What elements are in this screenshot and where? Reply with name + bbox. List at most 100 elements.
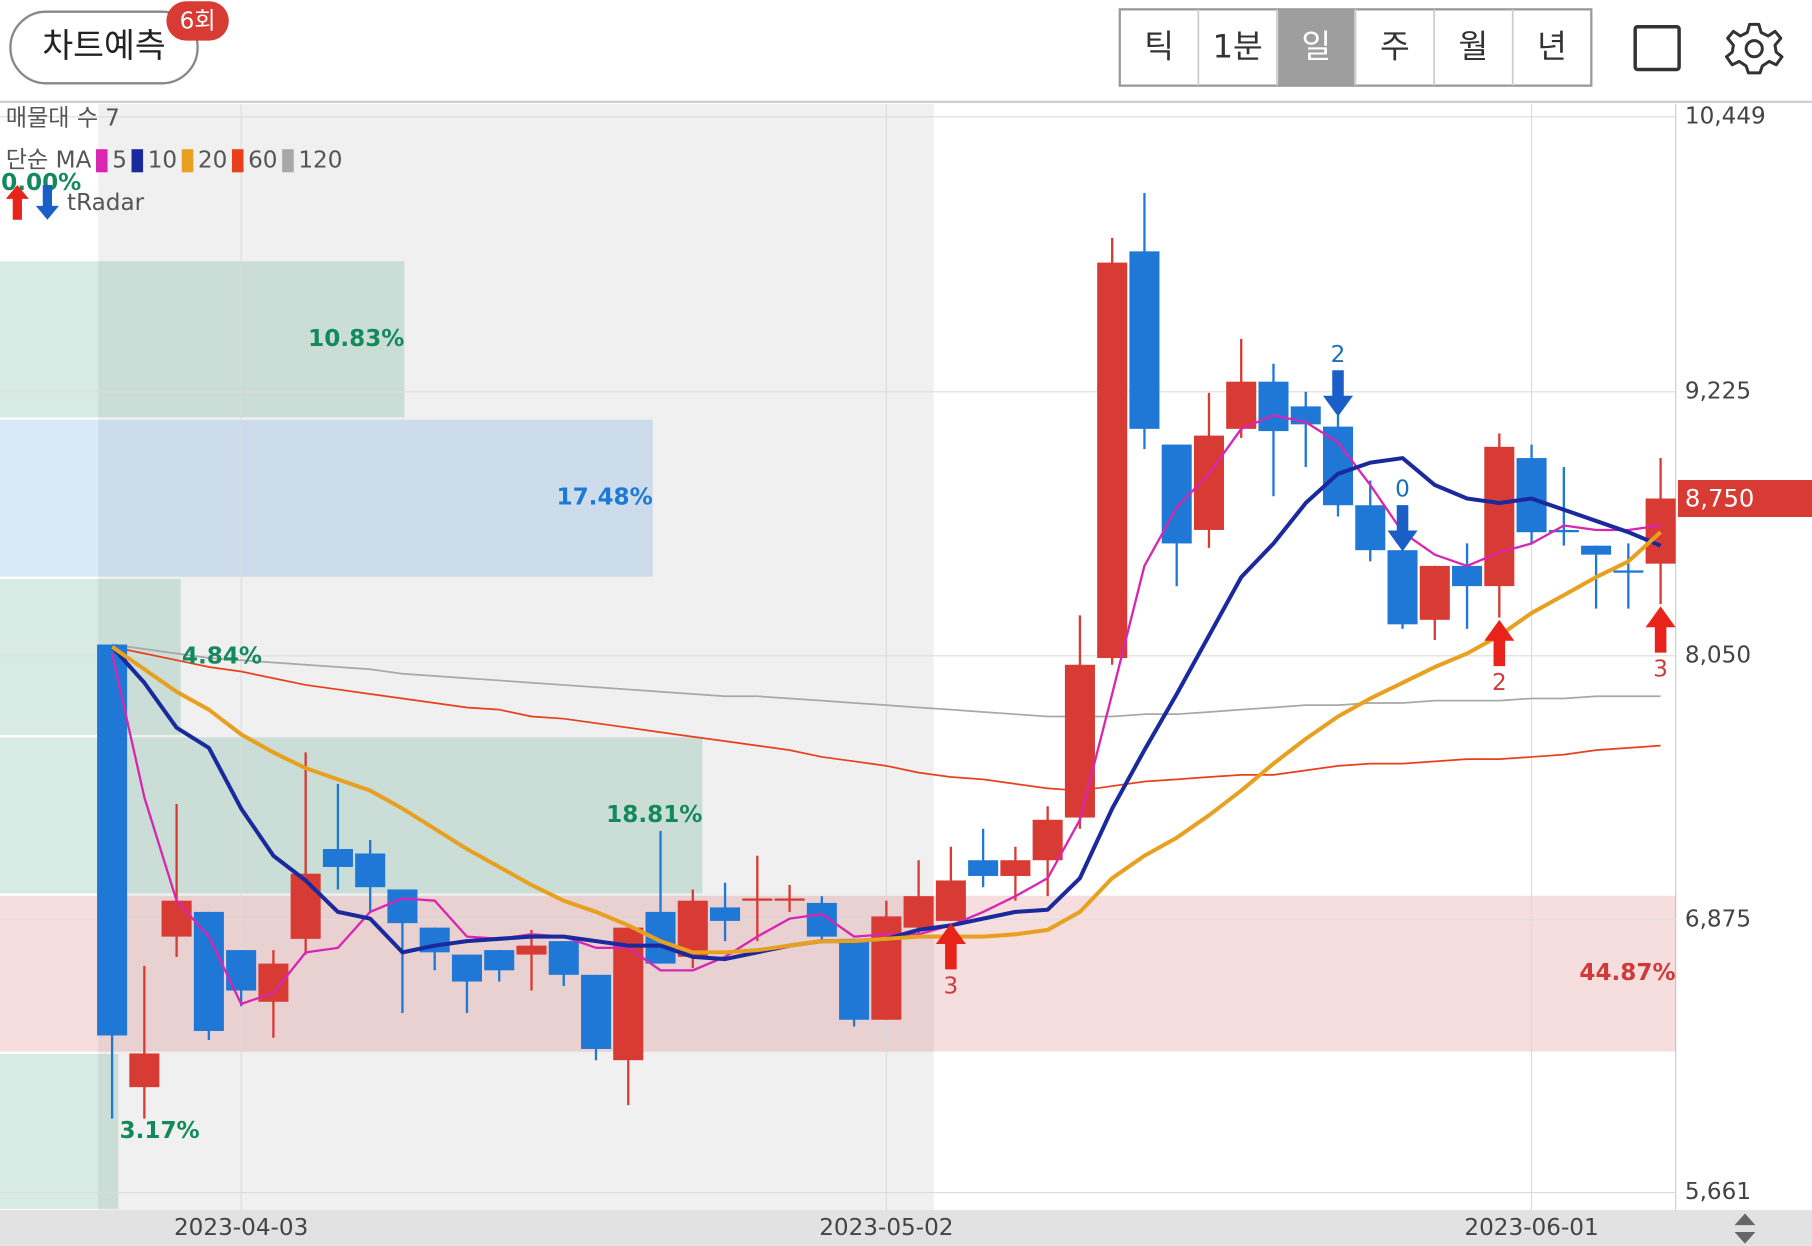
period-label[interactable]: 일 <box>1301 28 1331 66</box>
volume-band-label: 4.84% <box>182 644 262 670</box>
volume-band-label: 17.48% <box>557 485 653 511</box>
y-tick-label: 9,225 <box>1685 378 1751 404</box>
x-tick-label: 2023-06-01 <box>1464 1215 1598 1241</box>
candle-body <box>1387 550 1418 625</box>
candle-body <box>580 974 612 1049</box>
sell-signal <box>1387 505 1418 552</box>
badge-label: 6회 <box>180 9 216 35</box>
period-label[interactable]: 월 <box>1459 28 1489 66</box>
legend-buy-icon <box>5 185 29 220</box>
legend-sell-icon <box>35 185 59 220</box>
period-button[interactable] <box>1278 10 1355 85</box>
candle-body <box>839 938 870 1020</box>
candle-body <box>1129 251 1160 429</box>
predict-button[interactable] <box>9 10 199 85</box>
legend-label: 5 <box>112 147 127 173</box>
candle-body <box>1322 426 1354 506</box>
candle-body <box>1064 664 1095 818</box>
toolbar: 차트예측 6회 틱 1분 일 주 월 년 <box>0 1 1812 103</box>
period-label[interactable]: 주 <box>1380 28 1410 66</box>
candle-body <box>1581 545 1612 555</box>
candle-body <box>1226 381 1257 429</box>
ma-line <box>111 643 1661 718</box>
x-axis-strip <box>0 1210 1812 1246</box>
last-price-box <box>1677 480 1812 517</box>
legend-swatch <box>131 149 144 173</box>
sell-signal <box>1322 370 1354 417</box>
buy-signal <box>1484 619 1515 667</box>
legend-swatch <box>231 149 244 173</box>
candle-body <box>1516 458 1547 533</box>
legend-label: 20 <box>198 147 227 173</box>
sell-signal-label: 0 <box>1395 477 1410 503</box>
sell-signal-label: 2 <box>1331 342 1346 368</box>
period-selector: 틱 1분 일 주 월 년 <box>1118 8 1593 87</box>
candle-body <box>613 927 644 1061</box>
badge <box>166 1 229 41</box>
candle-body <box>742 898 773 901</box>
candle-body <box>968 860 999 876</box>
candle-body <box>1419 565 1450 620</box>
volume-profile-title: 매물대 수 <box>6 106 98 132</box>
period-button[interactable] <box>1356 10 1433 85</box>
ma-line <box>110 530 1662 955</box>
volume-profile-count: 7 <box>105 106 120 132</box>
period-button[interactable] <box>1199 10 1276 85</box>
candle-body <box>322 848 353 867</box>
gear-hole[interactable] <box>1744 39 1764 59</box>
period-label[interactable]: 년 <box>1537 28 1567 66</box>
candle-body <box>774 898 805 901</box>
legend-label: 60 <box>248 147 277 173</box>
candle-body <box>1645 498 1676 564</box>
legend-label: 120 <box>298 147 342 173</box>
y-tick-label: 6,875 <box>1685 906 1751 932</box>
candle-body <box>1452 565 1483 587</box>
buy-signal <box>1645 606 1676 653</box>
period-button[interactable] <box>1513 10 1591 85</box>
predict-button-label[interactable]: 차트예측 <box>42 26 165 65</box>
y-tick-label: 10,449 <box>1685 103 1766 129</box>
ma-line <box>111 645 1661 792</box>
ma-legend-title: 단순 MA <box>6 147 92 173</box>
volume-band <box>0 578 181 736</box>
period-highlight <box>98 104 934 1211</box>
candle-body <box>1032 819 1063 861</box>
candle-body <box>1000 860 1031 876</box>
settings-icon[interactable] <box>1724 22 1784 75</box>
candle-body <box>484 950 515 971</box>
candle-body <box>935 880 966 921</box>
legend-label: 10 <box>148 147 177 173</box>
buy-signal-label: 3 <box>944 973 959 999</box>
candle-body <box>516 945 547 955</box>
candle-body <box>129 1053 160 1088</box>
candle-body <box>1355 505 1386 551</box>
candle-body <box>193 911 224 1031</box>
period-label[interactable]: 틱 <box>1144 28 1174 66</box>
y-tick-label: 5,661 <box>1685 1179 1751 1205</box>
layout-icon[interactable] <box>1633 24 1681 72</box>
candle-body <box>903 896 934 928</box>
candle-body <box>1484 446 1515 587</box>
candle-body <box>1193 435 1224 530</box>
gear[interactable] <box>1724 22 1784 75</box>
buy-signal <box>935 923 966 970</box>
candle-body <box>355 853 386 888</box>
volume-band-label: 10.83% <box>308 326 404 352</box>
period-label[interactable]: 1분 <box>1212 28 1262 66</box>
scale-toggle[interactable] <box>1734 1213 1756 1244</box>
volume-band <box>0 419 653 577</box>
candle-body <box>97 644 128 1036</box>
signal-legend-label: tRadar <box>67 190 145 216</box>
period-button[interactable] <box>1120 10 1198 85</box>
buy-signal-label: 3 <box>1653 656 1668 682</box>
candle-body <box>451 954 482 982</box>
candle-body <box>1258 381 1289 432</box>
legend-swatch <box>282 149 294 173</box>
legend-swatch <box>96 149 108 173</box>
period-button[interactable] <box>1435 10 1512 85</box>
x-tick-label: 2023-04-03 <box>174 1215 308 1241</box>
candle-body <box>1097 262 1128 659</box>
candle-body <box>548 941 579 975</box>
